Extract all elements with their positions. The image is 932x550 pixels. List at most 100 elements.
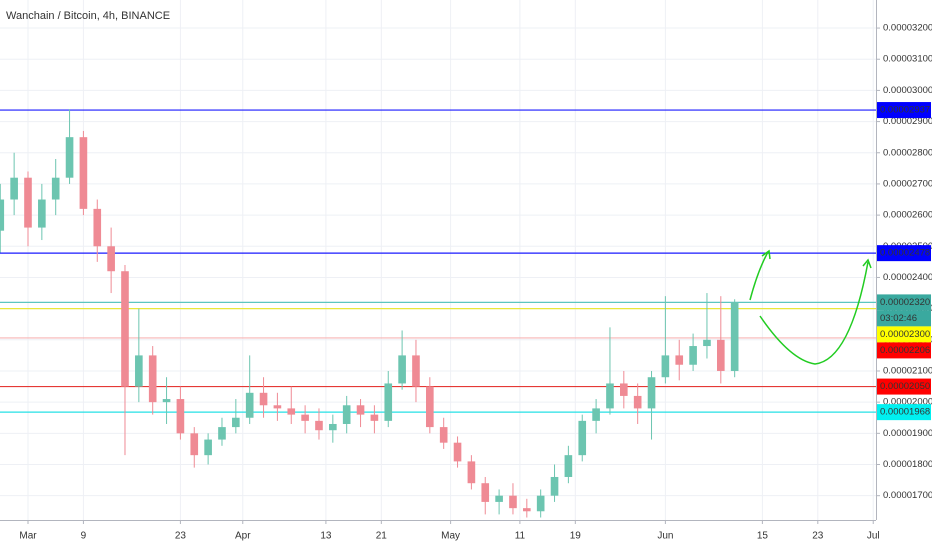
price-labels: 0.00002937 0.00002478 0.00002320 03:02:46 0.… (877, 102, 931, 421)
grid (0, 0, 876, 520)
y-tick-label: 0.00002900 (883, 116, 932, 127)
x-tick-label: May (441, 531, 460, 542)
x-tick-label: Jul (867, 531, 880, 542)
y-tick-label: 0.00001800 (883, 459, 932, 470)
candle-body (620, 383, 628, 396)
candles (0, 109, 739, 518)
candle-body (245, 392, 254, 418)
candle-body (578, 420, 587, 456)
candle-body (495, 495, 503, 502)
candle-body (633, 395, 642, 409)
drawn-arrow-head (761, 249, 771, 260)
x-tick-label: Apr (235, 531, 251, 542)
price-label: 0.00002478 (880, 248, 930, 259)
candle-body (550, 476, 559, 496)
candle-body (467, 461, 476, 484)
price-label-box (877, 378, 931, 395)
candle-body (384, 383, 393, 421)
candle-body (329, 423, 337, 431)
x-tick-label: 23 (812, 531, 824, 542)
candle-body (121, 271, 129, 387)
candle-body (606, 383, 614, 409)
x-tick-label: 11 (515, 531, 526, 542)
y-tick-label: 0.00002800 (883, 147, 932, 158)
price-label: 0.00001968 (880, 407, 930, 418)
candle-body (232, 417, 240, 428)
candle-body (730, 302, 739, 371)
candle-body (148, 355, 157, 403)
y-tick-label: 0.00002700 (883, 178, 932, 189)
candle-body (716, 339, 725, 371)
price-label-box (877, 245, 931, 262)
y-tick-label: 0.00003200 (883, 23, 932, 34)
candle-body (356, 405, 365, 415)
candle-body (509, 495, 517, 509)
x-tick-label: 9 (81, 531, 87, 542)
candle-body (439, 427, 448, 443)
candle-body (564, 455, 573, 477)
price-label-box (877, 326, 931, 343)
candle-body (176, 399, 185, 434)
candle-body (259, 392, 268, 406)
candle-body (65, 137, 74, 178)
candle-body (287, 408, 296, 415)
candle-body (536, 495, 545, 512)
price-label: 0.00002320 (880, 297, 930, 308)
candle-body (107, 246, 115, 272)
candle-body (190, 433, 199, 456)
x-tick-label: 19 (570, 531, 582, 542)
chart-title: Wanchain / Bitcoin, 4h, BINANCE (6, 10, 170, 22)
x-tick-label: Mar (19, 531, 37, 542)
price-label: 0.00002300 (880, 329, 930, 340)
candle-body (689, 346, 697, 365)
candle-body (412, 355, 420, 387)
candle-body (135, 355, 143, 387)
y-tick-label: 0.00002100 (883, 365, 932, 376)
price-label-box (877, 342, 931, 359)
candle-body (0, 199, 5, 231)
candle-body (481, 483, 490, 502)
x-tick-label: Jun (657, 531, 673, 542)
drawn-arrow (749, 251, 769, 301)
candle-body (675, 355, 684, 365)
candle-body (426, 386, 434, 428)
candle-body (162, 399, 171, 403)
countdown-label-box (877, 310, 931, 327)
candle-body (24, 177, 32, 228)
countdown-label: 03:02:46 (880, 313, 917, 324)
price-label: 0.00002937 (880, 105, 930, 116)
y-tick-label: 0.00002400 (883, 272, 932, 283)
x-tick-label: 21 (376, 531, 388, 542)
candle-body (661, 355, 670, 378)
candle-body (204, 439, 212, 456)
price-label: 0.00002050 (880, 381, 930, 392)
candle-body (398, 355, 406, 384)
candle-body (523, 508, 531, 512)
candle-body (647, 377, 656, 409)
x-tick-label: 13 (320, 531, 332, 542)
candle-body (315, 420, 323, 431)
candle-body (10, 177, 18, 200)
candle-body (453, 442, 462, 462)
levels (0, 109, 876, 413)
y-tick-label: 0.00001700 (883, 490, 932, 501)
price-label-box (877, 404, 931, 421)
price-label-box (877, 102, 931, 119)
candle-body (93, 208, 102, 247)
candle-body (342, 405, 351, 424)
y-tick-label: 0.00003000 (883, 85, 932, 96)
x-tick-label: 15 (757, 531, 769, 542)
candle-body (218, 427, 226, 440)
candle-body (273, 405, 282, 409)
candle-body (592, 408, 600, 421)
x-tick-label: 23 (175, 531, 187, 542)
drawn-arrow (759, 261, 869, 365)
candle-body (301, 414, 309, 421)
drawn-arrow-head (862, 258, 872, 269)
y-tick-label: 0.00003100 (883, 54, 932, 65)
candle-body (703, 339, 711, 347)
price-label-box (877, 294, 931, 311)
candle-body (38, 199, 46, 228)
